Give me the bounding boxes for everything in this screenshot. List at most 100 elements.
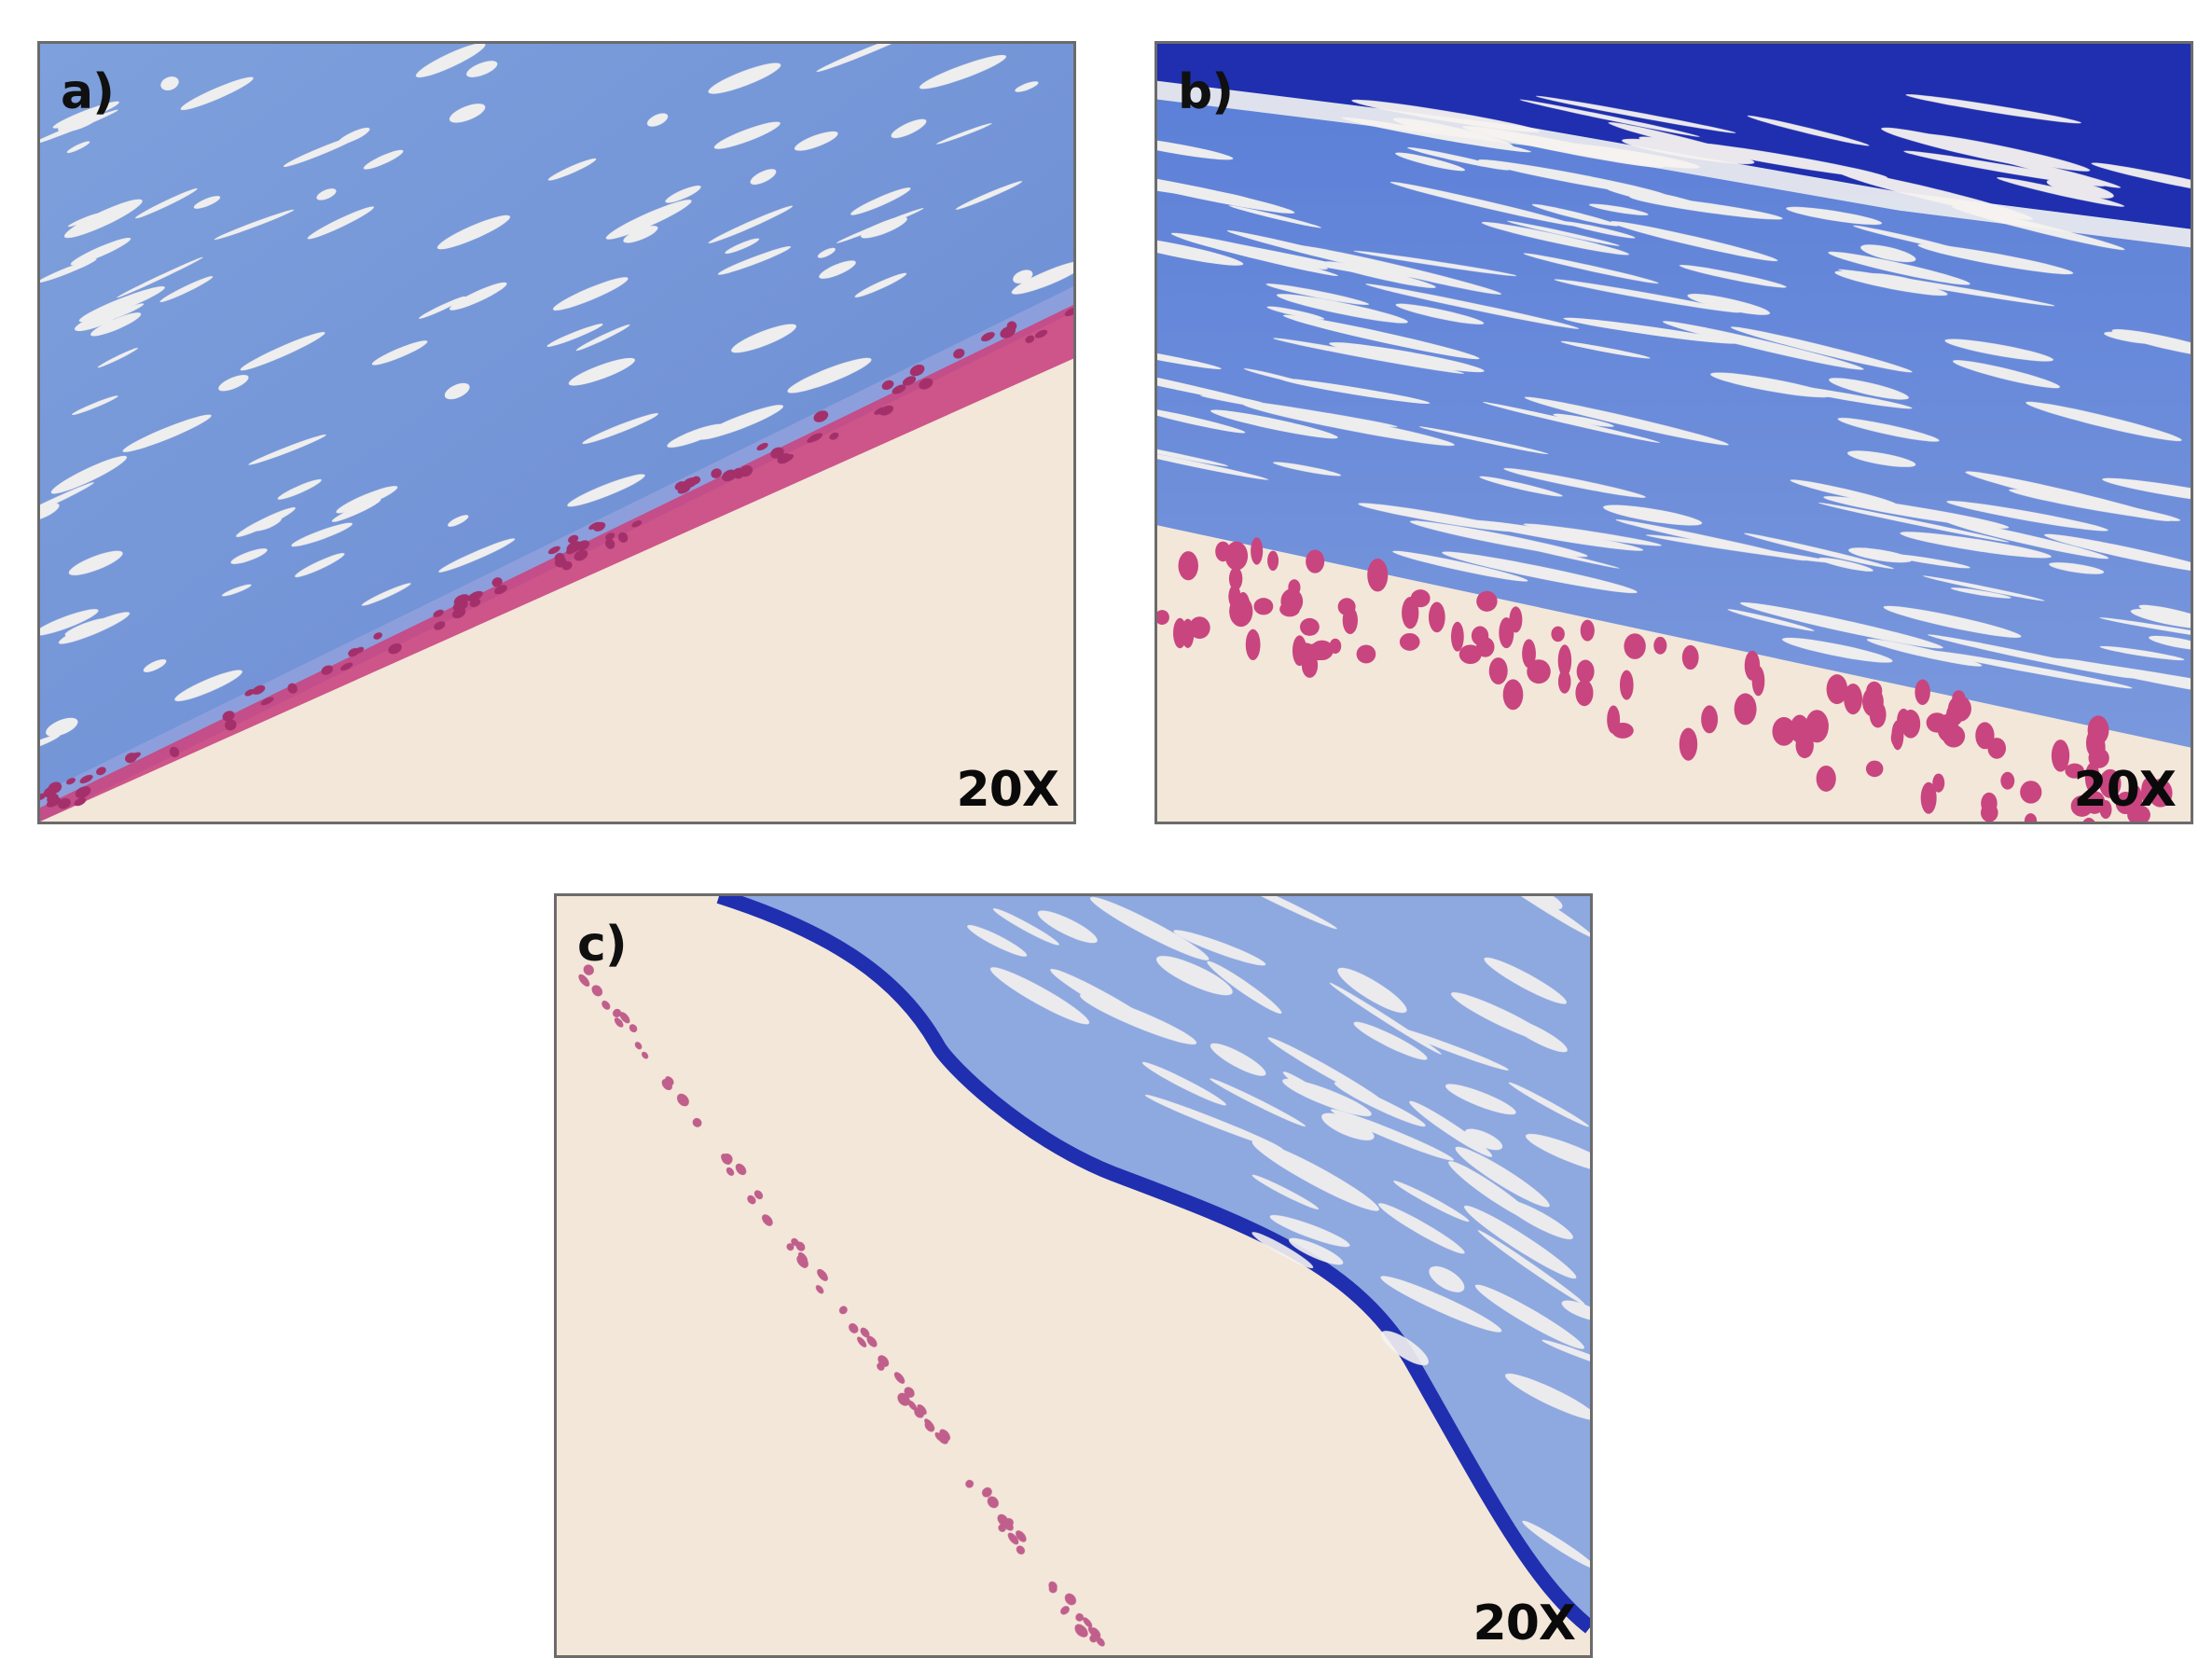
epithelial-cell: [1367, 559, 1389, 592]
stroma-cleft: [1730, 326, 1913, 373]
stroma-cleft: [1251, 1174, 1320, 1209]
epithelial-cell: [1245, 629, 1261, 661]
epithelial-cell: [1178, 551, 1198, 581]
epithelial-cell: [1182, 618, 1195, 648]
endothelial-cell: [799, 1259, 809, 1268]
stroma-cleft: [1321, 1112, 1375, 1140]
stroma-cleft: [1867, 273, 1929, 288]
epithelial-cell: [1952, 690, 1966, 707]
epithelial-cell: [96, 767, 106, 776]
epithelial-cell: [617, 532, 629, 543]
epithelial-cell: [79, 774, 93, 784]
stroma-cleft: [1037, 910, 1098, 944]
stroma-cleft: [438, 538, 516, 573]
epithelial-cell: [829, 432, 839, 440]
endothelial-cell: [583, 964, 594, 975]
stroma-cleft: [135, 187, 198, 219]
endothelial-cell: [762, 1214, 773, 1226]
stroma-cleft: [1455, 1146, 1550, 1208]
endothelial-cell: [1007, 1532, 1019, 1545]
epithelial-cell: [770, 447, 784, 459]
epithelial-cell: [1228, 567, 1243, 591]
endothelial-cell: [924, 1421, 935, 1432]
stroma-cleft: [1276, 294, 1408, 324]
stroma-cleft: [1228, 205, 1322, 228]
stroma-cleft: [143, 658, 167, 672]
stroma-cleft: [717, 246, 792, 275]
epithelial-cell: [1342, 606, 1358, 635]
stroma-cleft: [1479, 476, 1563, 497]
stroma-cleft: [214, 209, 295, 241]
epithelial-cell: [1942, 725, 1966, 748]
stroma-cleft: [1269, 1214, 1350, 1248]
stroma-cleft: [100, 303, 145, 323]
epithelial-cell: [75, 786, 91, 798]
epithelial-cell: [57, 797, 71, 809]
stroma-cleft: [1535, 95, 1736, 133]
micrograph-panel-b: b) 20X: [1154, 41, 2193, 824]
epithelial-cell: [1575, 679, 1594, 707]
stroma-cleft: [236, 507, 296, 537]
stroma-cleft: [307, 206, 374, 240]
epithelial-cell: [469, 598, 481, 608]
stroma-cleft: [1173, 930, 1266, 966]
epithelial-cell: [1224, 541, 1249, 571]
epithelial-cell: [1527, 659, 1551, 684]
endothelial-cell: [721, 1154, 732, 1165]
epithelial-cell: [434, 621, 446, 630]
epithelial-cell: [2148, 779, 2173, 808]
stroma-cleft: [371, 340, 428, 366]
epithelial-cell: [1772, 716, 1796, 746]
stroma-cleft: [1477, 1230, 1585, 1306]
stroma-cleft: [68, 550, 123, 575]
stroma-cleft: [466, 61, 498, 77]
epithelial-cell: [807, 435, 820, 443]
endothelial-cell: [786, 1243, 795, 1251]
stroma-cleft: [448, 515, 469, 527]
epithelial-cell: [321, 665, 334, 675]
stroma-cleft: [1393, 1181, 1470, 1223]
stroma-cleft: [546, 324, 603, 347]
epithelial-cell: [1299, 617, 1320, 636]
stroma-cleft: [1953, 360, 2061, 389]
stroma-cleft: [1015, 81, 1039, 92]
stroma-cleft: [1524, 396, 1729, 446]
stroma-cleft: [1224, 896, 1337, 930]
stroma-cleft: [160, 76, 179, 90]
stroma-cleft: [2149, 635, 2191, 651]
stroma-cleft: [1588, 203, 1649, 215]
stroma-cleft: [1818, 557, 1873, 572]
stroma-cleft: [1900, 532, 2052, 559]
epithelial-cell: [1557, 670, 1571, 694]
stroma-cleft: [1739, 601, 1943, 649]
stroma-cleft: [58, 112, 100, 132]
stroma-cleft: [1273, 462, 1341, 477]
epithelial-cell: [780, 454, 795, 463]
stroma-cleft: [750, 169, 777, 185]
epithelial-cell: [1679, 727, 1698, 761]
stroma-cleft: [1351, 99, 1541, 132]
stroma-cleft: [1157, 438, 1229, 466]
stroma-cleft: [2138, 604, 2191, 625]
stroma-cleft: [117, 256, 203, 298]
stroma-cleft: [1329, 342, 1485, 373]
epithelial-cell: [919, 378, 933, 390]
stroma-cleft: [1680, 141, 1887, 179]
endothelial-cell: [1087, 1626, 1098, 1637]
stroma-cleft: [1289, 1237, 1344, 1265]
epithelial-cell: [1987, 738, 2007, 759]
stroma-cleft: [1210, 1078, 1306, 1127]
epithelial-cell: [1653, 636, 1667, 655]
endothelial-cell: [1083, 1617, 1093, 1628]
stroma-cleft: [40, 258, 97, 283]
epithelial-cell: [453, 594, 470, 606]
epithelial-cell: [881, 380, 894, 391]
epithelial-cell: [74, 797, 87, 807]
stroma-cleft: [46, 717, 78, 737]
endothelial-cell: [937, 1432, 949, 1444]
epithelial-cell: [1865, 760, 1884, 778]
stroma-cleft: [1743, 532, 1894, 570]
epithelial-cell: [1607, 705, 1621, 734]
stroma-cleft: [1523, 523, 1662, 546]
stroma-cleft: [1325, 261, 1436, 288]
